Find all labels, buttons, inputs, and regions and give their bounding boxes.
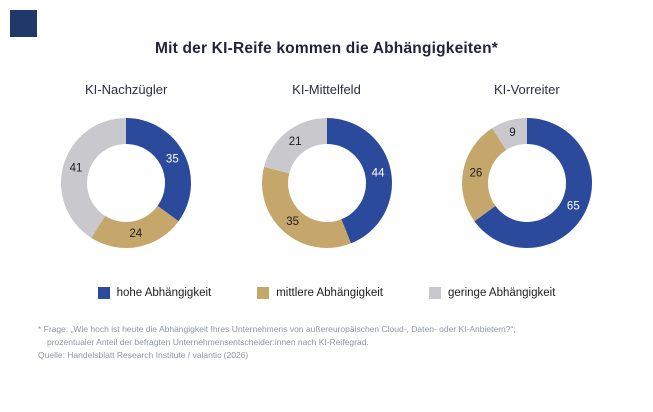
donut-chart-ki-mittelfeld: 44 35 21 bbox=[261, 118, 392, 248]
brand-logo-square bbox=[10, 10, 37, 37]
donut-segment bbox=[261, 166, 351, 248]
donut-segment bbox=[91, 205, 179, 248]
chart-title: KI-Mittelfeld bbox=[292, 82, 361, 97]
footnote-question: * Frage: „Wie hoch ist heute die Abhängi… bbox=[38, 324, 516, 334]
legend-item-hohe: hohe Abhängigkeit bbox=[97, 287, 212, 299]
donut-segment-value: 44 bbox=[371, 167, 384, 179]
donut-segment-value: 21 bbox=[288, 136, 301, 148]
legend-item-mittlere: mittlere Abhängigkeit bbox=[257, 287, 383, 299]
donut-segment-value: 35 bbox=[286, 216, 299, 228]
chart-block-ki-vorreiter: KI-Vorreiter 65 26 9 bbox=[427, 82, 627, 253]
legend-label: geringe Abhängigkeit bbox=[447, 287, 556, 299]
donut-chart-ki-nachzuegler: 35 24 41 bbox=[61, 118, 192, 248]
donut-segment bbox=[61, 118, 127, 238]
footnote-detail: prozentualer Anteil der befragten Untern… bbox=[47, 337, 369, 348]
donut-segment-value: 26 bbox=[469, 167, 482, 179]
chart-title: KI-Nachzügler bbox=[84, 82, 168, 97]
chart-title: KI-Vorreiter bbox=[493, 82, 560, 97]
donut-segment-value: 65 bbox=[567, 201, 580, 213]
charts-row: KI-Nachzügler 35 24 41 KI-Mittelfeld 44 35 2… bbox=[0, 82, 653, 253]
page-title: Mit der KI-Reife kommen die Abhängigkeit… bbox=[154, 40, 499, 57]
donut-chart-ki-vorreiter: 65 26 9 bbox=[461, 118, 592, 249]
donut-segment-value: 9 bbox=[509, 127, 515, 139]
footnote-source: Quelle: Handelsblatt Research Institute … bbox=[38, 350, 249, 361]
legend-swatch-tan bbox=[257, 287, 270, 299]
legend: hohe Abhängigkeit mittlere Abhängigkeit … bbox=[0, 287, 653, 299]
donut-segment bbox=[126, 118, 192, 222]
donut-segment-value: 24 bbox=[130, 228, 143, 240]
donut-segment-value: 35 bbox=[166, 153, 179, 165]
legend-item-geringe: geringe Abhängigkeit bbox=[428, 287, 556, 299]
legend-swatch-blue bbox=[97, 287, 110, 299]
donut-segment bbox=[326, 118, 392, 244]
donut-segment-value: 41 bbox=[70, 162, 83, 174]
chart-block-ki-nachzuegler: KI-Nachzügler 35 24 41 bbox=[26, 82, 226, 253]
donut-segment bbox=[263, 118, 327, 174]
legend-label: mittlere Abhängigkeit bbox=[276, 287, 383, 299]
donut-segment bbox=[461, 128, 506, 222]
legend-swatch-gray bbox=[428, 287, 441, 299]
donut-segment bbox=[474, 118, 592, 249]
legend-label: hohe Abhängigkeit bbox=[116, 287, 212, 299]
donut-segment bbox=[492, 118, 527, 151]
chart-block-ki-mittelfeld: KI-Mittelfeld 44 35 21 bbox=[226, 82, 426, 253]
footnotes: * Frage: „Wie hoch ist heute die Abhängi… bbox=[38, 323, 653, 363]
